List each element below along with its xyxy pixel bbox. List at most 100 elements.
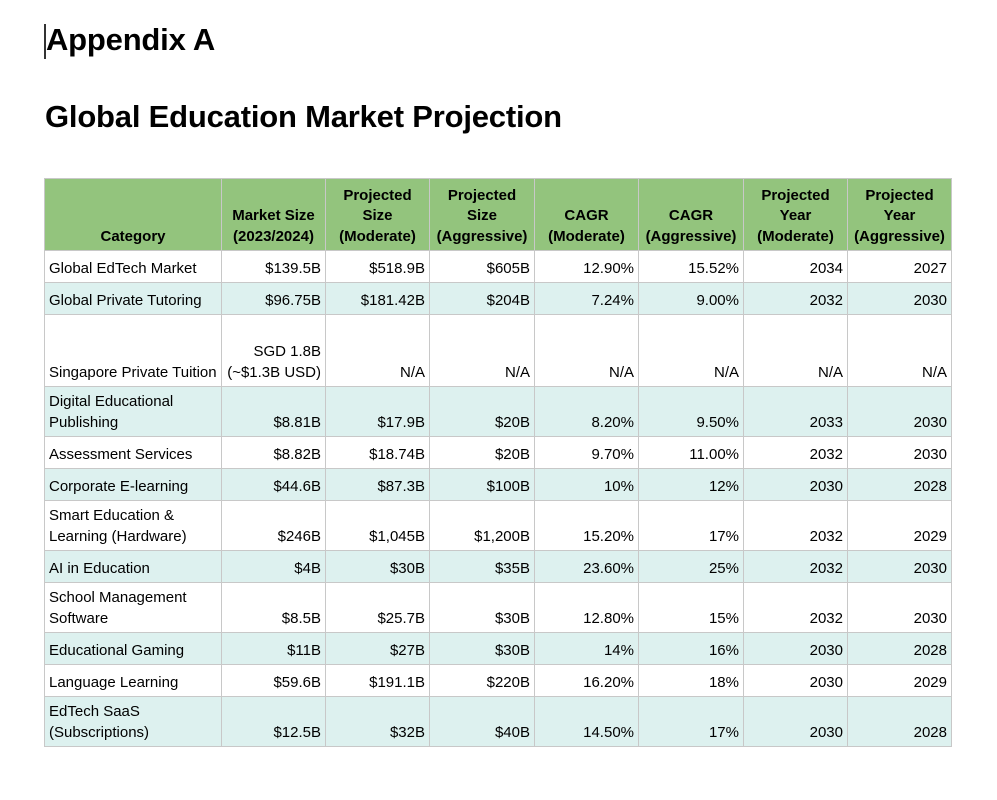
table-cell: $191.1B xyxy=(325,664,430,697)
table-cell: SGD 1.8B (~$1.3B USD) xyxy=(221,314,326,387)
table-cell: $518.9B xyxy=(325,250,430,283)
table-cell: $59.6B xyxy=(221,664,326,697)
table-cell: $181.42B xyxy=(325,282,430,315)
table-cell-category: Assessment Services xyxy=(44,436,222,469)
market-projection-table: Category Market Size (2023/2024) Project… xyxy=(44,178,952,747)
table-cell: $32B xyxy=(325,696,430,747)
table-cell-category: Global Private Tutoring xyxy=(44,282,222,315)
table-row: EdTech SaaS (Subscriptions) $12.5B $32B … xyxy=(44,696,952,747)
table-cell: N/A xyxy=(847,314,952,387)
table-cell-category: Global EdTech Market xyxy=(44,250,222,283)
table-row: Digital Educational Publishing $8.81B $1… xyxy=(44,386,952,437)
table-cell: 16.20% xyxy=(534,664,639,697)
table-cell: 2030 xyxy=(743,696,848,747)
table-cell: 2032 xyxy=(743,500,848,551)
table-cell: N/A xyxy=(534,314,639,387)
table-cell: $12.5B xyxy=(221,696,326,747)
table-cell: $17.9B xyxy=(325,386,430,437)
table-cell: 17% xyxy=(638,696,744,747)
column-header: Projected Year (Aggressive) xyxy=(847,178,952,251)
table-cell: 18% xyxy=(638,664,744,697)
table-cell: 11.00% xyxy=(638,436,744,469)
table-cell: 14.50% xyxy=(534,696,639,747)
table-cell: $44.6B xyxy=(221,468,326,501)
document-title: Global Education Market Projection xyxy=(45,99,562,134)
table-cell: $30B xyxy=(429,582,535,633)
table-cell: 2033 xyxy=(743,386,848,437)
table-cell: $11B xyxy=(221,632,326,665)
table-row: Language Learning $59.6B $191.1B $220B 1… xyxy=(44,664,952,697)
table-cell: 2032 xyxy=(743,550,848,583)
table-cell: N/A xyxy=(429,314,535,387)
table-cell: $100B xyxy=(429,468,535,501)
table-cell: 2030 xyxy=(847,436,952,469)
table-cell: 2028 xyxy=(847,468,952,501)
column-header: Category xyxy=(44,178,222,251)
table-cell-category: School Management Software xyxy=(44,582,222,633)
table-cell: $87.3B xyxy=(325,468,430,501)
column-header: Market Size (2023/2024) xyxy=(221,178,326,251)
table-cell: $1,200B xyxy=(429,500,535,551)
appendix-heading: Appendix A xyxy=(46,22,216,57)
column-header: Projected Year (Moderate) xyxy=(743,178,848,251)
table-cell: $246B xyxy=(221,500,326,551)
table-cell: 9.50% xyxy=(638,386,744,437)
table-cell: $25.7B xyxy=(325,582,430,633)
table-row: Smart Education & Learning (Hardware) $2… xyxy=(44,500,952,551)
table-cell: 2029 xyxy=(847,664,952,697)
table-cell: 2032 xyxy=(743,436,848,469)
table-row: AI in Education $4B $30B $35B 23.60% 25%… xyxy=(44,550,952,583)
table-cell: $20B xyxy=(429,386,535,437)
table-cell: 2030 xyxy=(847,282,952,315)
table-cell: 2030 xyxy=(847,550,952,583)
table-cell: $1,045B xyxy=(325,500,430,551)
table-cell: 23.60% xyxy=(534,550,639,583)
table-cell: N/A xyxy=(638,314,744,387)
table-cell: $139.5B xyxy=(221,250,326,283)
table-cell: 12% xyxy=(638,468,744,501)
table-cell: $27B xyxy=(325,632,430,665)
table-cell: 2030 xyxy=(743,468,848,501)
table-cell-category: Language Learning xyxy=(44,664,222,697)
table-cell: 15.20% xyxy=(534,500,639,551)
table-cell: $18.74B xyxy=(325,436,430,469)
table-cell: 2030 xyxy=(847,386,952,437)
table-row: Educational Gaming $11B $27B $30B 14% 16… xyxy=(44,632,952,665)
table-cell: 9.70% xyxy=(534,436,639,469)
table-cell: $30B xyxy=(429,632,535,665)
table-cell: $8.81B xyxy=(221,386,326,437)
table-row: Global Private Tutoring $96.75B $181.42B… xyxy=(44,282,952,315)
table-cell: 10% xyxy=(534,468,639,501)
table-cell-category: Smart Education & Learning (Hardware) xyxy=(44,500,222,551)
table-cell: 9.00% xyxy=(638,282,744,315)
column-header: CAGR (Moderate) xyxy=(534,178,639,251)
table-cell: $35B xyxy=(429,550,535,583)
table-cell: N/A xyxy=(743,314,848,387)
table-cell: $96.75B xyxy=(221,282,326,315)
table-cell: 14% xyxy=(534,632,639,665)
table-cell: $40B xyxy=(429,696,535,747)
table-cell: 12.80% xyxy=(534,582,639,633)
table-cell: 2034 xyxy=(743,250,848,283)
table-cell: 7.24% xyxy=(534,282,639,315)
table-cell: 2032 xyxy=(743,282,848,315)
table-cell: $8.82B xyxy=(221,436,326,469)
column-header: Projected Size (Aggressive) xyxy=(429,178,535,251)
column-header: Projected Size (Moderate) xyxy=(325,178,430,251)
text-cursor xyxy=(44,24,46,59)
table-cell: $4B xyxy=(221,550,326,583)
table-cell: 12.90% xyxy=(534,250,639,283)
table-cell: $8.5B xyxy=(221,582,326,633)
table-row: School Management Software $8.5B $25.7B … xyxy=(44,582,952,633)
table-cell-category: Educational Gaming xyxy=(44,632,222,665)
table-cell: 2027 xyxy=(847,250,952,283)
table-header-row: Category Market Size (2023/2024) Project… xyxy=(44,178,952,251)
table-cell-category: Singapore Private Tuition xyxy=(44,314,222,387)
table-cell: 2030 xyxy=(847,582,952,633)
table-cell: 2030 xyxy=(743,664,848,697)
table-cell-category: Corporate E-learning xyxy=(44,468,222,501)
table-cell: $20B xyxy=(429,436,535,469)
table-cell: $605B xyxy=(429,250,535,283)
table-cell: 2028 xyxy=(847,696,952,747)
table-cell: 15% xyxy=(638,582,744,633)
